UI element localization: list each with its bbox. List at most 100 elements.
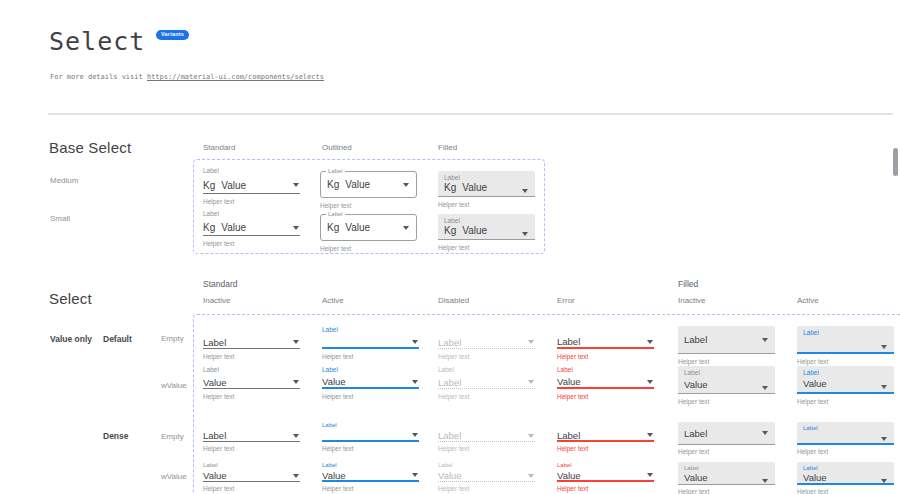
float-label: Label <box>322 422 419 429</box>
helper-text: Helper text <box>438 353 535 360</box>
select-standard-error-row2[interactable]: LabelHelper text <box>557 422 654 452</box>
subtitle: For more details visit https://material-… <box>50 73 324 81</box>
value-adornment: Kg <box>444 182 456 193</box>
select-standard-active-row3[interactable]: LabelValueHelper text <box>322 462 419 492</box>
dropdown-caret-icon <box>522 232 528 236</box>
select-standard-error-row1[interactable]: LabelValueHelper text <box>557 366 654 400</box>
scrollbar-thumb[interactable] <box>893 148 898 176</box>
helper-text: Helper text <box>322 485 419 492</box>
base-select-standard-small[interactable]: LabelKgValueHelper text <box>203 210 300 247</box>
dropdown-caret-icon <box>881 479 887 483</box>
select-filled-active-row0[interactable]: LabelHelper text <box>797 326 894 365</box>
select-standard-inactive-row1[interactable]: LabelValueHelper text <box>203 366 300 400</box>
state-header-filled-inactive: Inactive <box>678 296 706 305</box>
helper-text: Helper text <box>797 488 894 494</box>
state-header-standard-active: Active <box>322 296 344 305</box>
helper-text: Helper text <box>322 353 419 360</box>
helper-text: Helper text <box>322 445 419 452</box>
dropdown-caret-icon <box>647 473 653 477</box>
float-label: Label <box>322 462 419 469</box>
row-label-small: Small <box>50 214 70 223</box>
subtitle-text: For more details visit <box>50 73 147 81</box>
dropdown-caret-icon <box>881 345 887 349</box>
helper-text: Helper text <box>678 358 775 365</box>
float-label: Label <box>803 425 888 432</box>
select-value: Label <box>557 336 580 347</box>
dropdown-caret-icon <box>528 434 534 438</box>
helper-text: Helper text <box>557 393 654 400</box>
select-standard-error-row0[interactable]: LabelHelper text <box>557 326 654 360</box>
helper-text: Helper text <box>678 448 775 455</box>
select-standard-disabled-row3[interactable]: LabelValueHelper text <box>438 462 535 492</box>
float-label: Label <box>803 465 888 472</box>
select-value: Value <box>803 472 827 483</box>
column-header-standard: Standard <box>203 143 235 152</box>
state-header-standard-inactive: Inactive <box>203 296 231 305</box>
float-label: Label <box>438 366 535 374</box>
select-value: Label <box>684 428 707 439</box>
base-select-standard-medium[interactable]: LabelKgValueHelper text <box>203 167 300 205</box>
row-group-default: Default <box>103 334 132 344</box>
helper-text: Helper text <box>797 358 894 365</box>
value-adornment: Kg <box>203 222 215 233</box>
value-adornment: Kg <box>203 180 215 191</box>
divider <box>48 113 893 115</box>
helper-text: Helper text <box>203 393 300 400</box>
row-label-default-wvalue: wValue <box>161 381 187 390</box>
select-value: Value <box>438 470 462 481</box>
base-select-outlined-small[interactable]: LabelKgValueHelper text <box>320 210 417 252</box>
base-select-filled-small[interactable]: LabelKgValueHelper text <box>438 210 535 251</box>
select-value: Value <box>203 470 227 481</box>
select-value: Label <box>438 430 461 441</box>
select-value: Value <box>322 376 346 387</box>
variants-badge: Variants <box>156 30 189 40</box>
helper-text: Helper text <box>797 398 894 405</box>
dropdown-caret-icon <box>403 183 409 187</box>
float-label: Label <box>444 217 529 225</box>
select-value: Value <box>203 377 227 388</box>
docs-link[interactable]: https://material-ui.com/components/selec… <box>147 73 324 81</box>
select-filled-inactive-row2[interactable]: Label Helper text <box>678 422 775 455</box>
select-standard-disabled-row0[interactable]: LabelHelper text <box>438 326 535 360</box>
dropdown-caret-icon <box>528 340 534 344</box>
helper-text: Helper text <box>438 485 535 492</box>
select-value: KgValue <box>203 222 246 233</box>
float-label: Label <box>203 167 300 175</box>
select-standard-error-row3[interactable]: LabelValueHelper text <box>557 462 654 492</box>
select-standard-active-row1[interactable]: LabelValueHelper text <box>322 366 419 400</box>
dropdown-caret-icon <box>522 189 528 193</box>
value-adornment: Kg <box>327 222 339 233</box>
state-header-standard-disabled: Disabled <box>438 296 469 305</box>
float-label: Label <box>444 174 529 182</box>
dropdown-caret-icon <box>762 431 768 435</box>
select-standard-inactive-row0[interactable]: LabelHelper text <box>203 326 300 360</box>
row-label-dense-empty: Empty <box>161 432 184 441</box>
helper-text: Helper text <box>203 353 300 360</box>
select-standard-disabled-row2[interactable]: LabelHelper text <box>438 422 535 452</box>
helper-text: Helper text <box>438 393 535 400</box>
select-value: Value <box>684 472 708 483</box>
base-select-outlined-medium[interactable]: LabelKgValueHelper text <box>320 167 417 209</box>
select-filled-inactive-row0[interactable]: LabelHelper text <box>678 326 775 365</box>
select-filled-inactive-row1[interactable]: LabelValueHelper text <box>678 366 775 405</box>
select-standard-disabled-row1[interactable]: LabelLabelHelper text <box>438 366 535 400</box>
group-header-standard: Standard <box>203 279 238 289</box>
select-filled-active-row2[interactable]: LabelHelper text <box>797 422 894 455</box>
select-standard-inactive-row2[interactable]: LabelHelper text <box>203 422 300 452</box>
dropdown-caret-icon <box>293 380 299 384</box>
select-standard-active-row2[interactable]: Label Helper text <box>322 422 419 452</box>
select-filled-active-row3[interactable]: LabelValue Helper text <box>797 462 894 494</box>
select-filled-active-row1[interactable]: LabelValueHelper text <box>797 366 894 405</box>
dropdown-caret-icon <box>412 433 418 437</box>
select-standard-inactive-row3[interactable]: LabelValueHelper text <box>203 462 300 492</box>
dropdown-caret-icon <box>528 380 534 384</box>
select-filled-inactive-row3[interactable]: LabelValueHelper text <box>678 462 775 494</box>
base-select-filled-medium[interactable]: LabelKgValueHelper text <box>438 167 535 208</box>
select-standard-active-row0[interactable]: LabelHelper text <box>322 326 419 360</box>
notched-label: Label <box>326 168 345 175</box>
float-label: Label <box>803 369 888 377</box>
select-value: KgValue <box>444 225 487 236</box>
dropdown-caret-icon <box>528 474 534 478</box>
helper-text: Helper text <box>203 240 300 247</box>
group-header-filled: Filled <box>678 279 698 289</box>
